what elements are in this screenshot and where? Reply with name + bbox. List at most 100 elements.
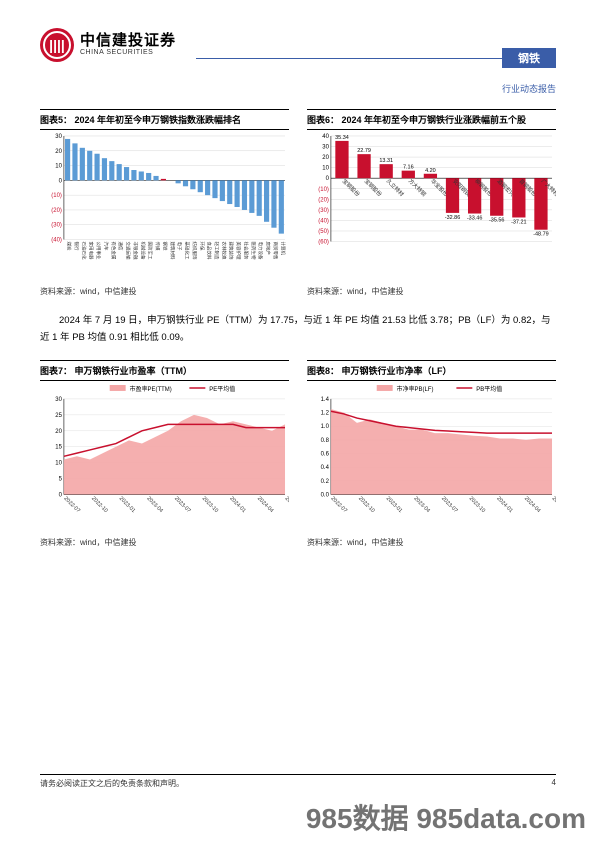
svg-text:0.6: 0.6 [321,451,330,457]
svg-text:-37.21: -37.21 [511,219,527,225]
chart5: 图表5： 2024 年年初至今申万钢铁指数涨跌幅排名 (40)(30)(20)(… [40,109,289,297]
svg-text:0.4: 0.4 [321,465,330,471]
svg-text:2023-10: 2023-10 [201,495,219,513]
svg-text:10: 10 [322,166,329,172]
svg-text:0.2: 0.2 [321,479,330,485]
svg-text:2024-04: 2024-04 [256,495,274,513]
svg-text:计算机: 计算机 [279,242,286,256]
svg-text:非银金融: 非银金融 [132,242,139,260]
svg-text:机械设备: 机械设备 [139,242,146,260]
svg-text:1.0: 1.0 [321,424,330,430]
svg-text:20: 20 [55,149,62,155]
svg-text:家用电器: 家用电器 [88,242,95,260]
svg-text:20: 20 [322,155,329,161]
chart7-title: 图表7： 申万钢铁行业市盈率（TTM） [40,360,289,381]
chart8-title: 图表8： 申万钢铁行业市净率（LF） [307,360,556,381]
svg-text:1.4: 1.4 [321,397,330,403]
svg-text:-33.46: -33.46 [467,216,483,222]
svg-text:30: 30 [322,145,329,151]
report-header: |||| 中信建投证券 CHINA SECURITIES 钢铁 [40,28,556,76]
svg-text:(40): (40) [318,218,329,224]
svg-text:(40): (40) [51,238,62,244]
svg-text:(20): (20) [51,208,62,214]
chart8-source: 资料来源：wind，中信建投 [307,535,556,548]
svg-text:2024-07: 2024-07 [284,495,289,513]
chart6-source: 资料来源：wind，中信建投 [307,284,556,297]
chart7-svg: 市盈率PE(TTM)PE平均值0510152025302022-072022-1… [40,381,289,530]
svg-text:30: 30 [55,134,62,140]
svg-text:公用事业: 公用事业 [95,242,102,260]
svg-text:市净率PB(LF): 市净率PB(LF) [397,385,434,393]
svg-text:建筑装饰: 建筑装饰 [228,242,235,260]
chart6-title: 图表6： 2024 年年初至今申万钢铁行业涨跌幅前五个股 [307,109,556,130]
svg-text:农林牧渔: 农林牧渔 [220,242,227,260]
svg-text:医药生物: 医药生物 [250,242,257,260]
svg-text:2023-04: 2023-04 [412,495,430,513]
svg-text:钢铁: 钢铁 [161,242,168,251]
svg-text:5: 5 [59,476,63,482]
svg-text:有色金属: 有色金属 [110,242,117,260]
svg-text:美容护理: 美容护理 [235,242,242,260]
svg-text:(10): (10) [318,187,329,193]
svg-text:(30): (30) [318,208,329,214]
svg-text:PE平均值: PE平均值 [209,385,235,393]
chart6-svg: (60)(50)(40)(30)(20)(10)01020304035.34宝钢… [307,130,556,279]
disclaimer: 请务必阅读正文之后的免责条款和声明。 [40,778,184,789]
svg-text:-35.56: -35.56 [489,218,505,224]
svg-text:2022-07: 2022-07 [62,495,80,513]
svg-text:1.2: 1.2 [321,410,330,416]
chart8: 图表8： 申万钢铁行业市净率（LF） 市净率PB(LF)PB平均值0.00.20… [307,360,556,548]
svg-text:轻工制造: 轻工制造 [213,242,220,260]
svg-text:2023-07: 2023-07 [440,495,458,513]
svg-text:7.16: 7.16 [403,165,414,171]
svg-text:2024-04: 2024-04 [523,495,541,513]
svg-text:2024-07: 2024-07 [551,495,556,513]
svg-text:(20): (20) [318,197,329,203]
svg-text:PB平均值: PB平均值 [476,385,502,393]
svg-text:商贸零售: 商贸零售 [272,242,279,260]
svg-text:2023-10: 2023-10 [468,495,486,513]
svg-text:煤炭: 煤炭 [66,242,73,251]
svg-text:2024-01: 2024-01 [495,495,513,513]
svg-text:电力设备: 电力设备 [257,242,264,260]
svg-text:20: 20 [55,428,62,434]
svg-text:方大特钢: 方大特钢 [407,177,429,199]
chart5-title: 图表5： 2024 年年初至今申万钢铁指数涨跌幅排名 [40,109,289,130]
svg-text:2022-10: 2022-10 [357,495,375,513]
svg-text:房地产: 房地产 [265,242,272,256]
svg-text:2022-10: 2022-10 [90,495,108,513]
svg-text:通信: 通信 [117,242,124,251]
svg-text:(50): (50) [318,229,329,235]
svg-text:银行: 银行 [73,242,80,251]
footer: 请务必阅读正文之后的免责条款和声明。 4 [40,774,556,789]
svg-text:2023-04: 2023-04 [145,495,163,513]
svg-text:10: 10 [55,164,62,170]
logo-en: CHINA SECURITIES [80,49,176,57]
svg-text:基础化工: 基础化工 [184,242,191,260]
svg-text:40: 40 [322,134,329,140]
svg-text:0.8: 0.8 [321,438,330,444]
svg-text:社会服务: 社会服务 [242,242,249,260]
svg-text:13.31: 13.31 [379,158,393,164]
svg-text:食品饮料: 食品饮料 [206,242,213,260]
chart7: 图表7： 申万钢铁行业市盈率（TTM） 市盈率PE(TTM)PE平均值05101… [40,360,289,548]
svg-text:2024-01: 2024-01 [228,495,246,513]
body-paragraph: 2024 年 7 月 19 日，申万钢铁行业 PE（TTM）为 17.75，与近… [40,313,556,345]
svg-text:2023-01: 2023-01 [118,495,136,513]
svg-text:纺织服饰: 纺织服饰 [191,242,198,260]
svg-text:市盈率PE(TTM): 市盈率PE(TTM) [130,385,172,393]
report-type: 行业动态报告 [40,82,556,95]
chart5-source: 资料来源：wind，中信建投 [40,284,289,297]
chart7-source: 资料来源：wind，中信建投 [40,535,289,548]
logo-cn: 中信建投证券 [80,33,176,50]
svg-text:(10): (10) [51,193,62,199]
header-bar: 钢铁 [196,50,556,66]
svg-text:汽车: 汽车 [102,242,109,251]
svg-text:宝钢股份: 宝钢股份 [341,177,363,199]
svg-text:25: 25 [55,413,62,419]
page-number: 4 [552,778,556,789]
svg-text:石油石化: 石油石化 [80,242,87,260]
svg-text:传媒: 传媒 [154,242,161,251]
svg-text:久立特材: 久立特材 [385,177,407,199]
svg-text:-32.86: -32.86 [445,215,461,221]
